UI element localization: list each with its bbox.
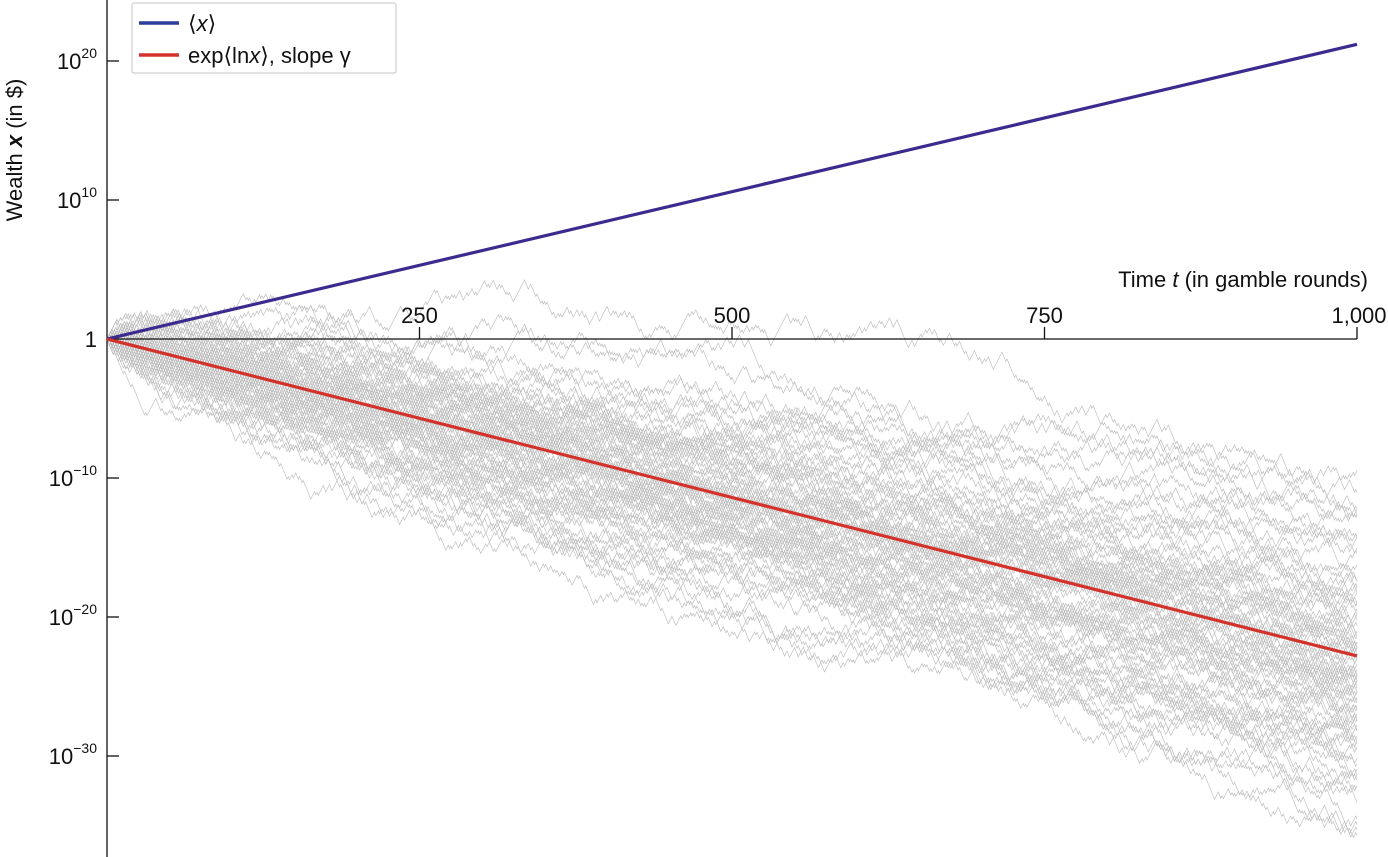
x-tick-label: 500	[714, 303, 751, 328]
trajectory-line	[106, 312, 1358, 616]
wealth-trajectories	[106, 279, 1358, 839]
trajectory-line	[106, 335, 1358, 701]
x-axis-title: Time t (in gamble rounds)	[1118, 267, 1368, 292]
y-axis-title: Wealth x (in $)	[2, 79, 27, 222]
trajectory-line	[106, 333, 1358, 720]
trajectory-line	[106, 334, 1358, 745]
y-tick-label: 1	[85, 327, 97, 352]
trajectory-line	[106, 330, 1358, 716]
axes: 250 500 750 1,000 1020 1010 1 10−10 10−20 10−30	[49, 0, 1387, 857]
trajectory-line	[106, 334, 1358, 794]
legend: ⟨x⟩ exp⟨lnx⟩, slope γ	[131, 2, 397, 74]
trajectory-line	[106, 338, 1358, 700]
trajectory-line	[106, 328, 1358, 777]
trajectory-line	[106, 335, 1358, 687]
trajectory-line	[106, 331, 1358, 676]
trajectory-line	[106, 337, 1358, 838]
trajectory-line	[106, 333, 1358, 672]
trajectory-line	[106, 333, 1358, 637]
y-tick-label: 10−20	[49, 601, 97, 630]
trajectory-line	[106, 338, 1358, 753]
trajectory-line	[106, 335, 1358, 690]
legend-label-time-average: exp⟨lnx⟩, slope γ	[188, 43, 351, 68]
x-tick-label: 250	[401, 303, 438, 328]
y-tick-label: 10−10	[49, 462, 97, 491]
trajectory-line	[106, 324, 1358, 691]
series-line-time-average	[106, 337, 1358, 658]
legend-box	[131, 2, 397, 74]
trajectory-line	[106, 309, 1358, 608]
trajectory-line	[106, 333, 1358, 827]
trajectory-line	[106, 318, 1358, 517]
series-line-mean	[106, 42, 1358, 341]
trajectory-line	[106, 308, 1358, 583]
y-tick-label: 1020	[57, 45, 97, 74]
y-tick-label: 1010	[57, 184, 97, 213]
trajectory-line	[106, 330, 1358, 684]
trajectory-line	[106, 335, 1358, 742]
trajectory-line	[106, 331, 1358, 745]
trajectory-line	[106, 325, 1358, 681]
trajectory-line	[106, 319, 1358, 684]
trajectory-line	[106, 338, 1358, 594]
trajectory-line	[106, 279, 1358, 533]
trajectory-line	[106, 321, 1358, 704]
x-tick-label: 750	[1026, 303, 1063, 328]
series-lines	[106, 42, 1358, 658]
legend-label-mean: ⟨x⟩	[188, 11, 216, 36]
x-tick-label: 1,000	[1331, 303, 1386, 328]
y-tick-label: 10−30	[49, 740, 97, 769]
trajectory-line	[106, 332, 1358, 791]
trajectory-line	[106, 338, 1358, 759]
trajectory-line	[106, 310, 1358, 673]
trajectory-line	[106, 336, 1358, 692]
trajectory-line	[106, 328, 1358, 833]
trajectory-line	[106, 325, 1358, 764]
trajectory-line	[106, 338, 1358, 721]
